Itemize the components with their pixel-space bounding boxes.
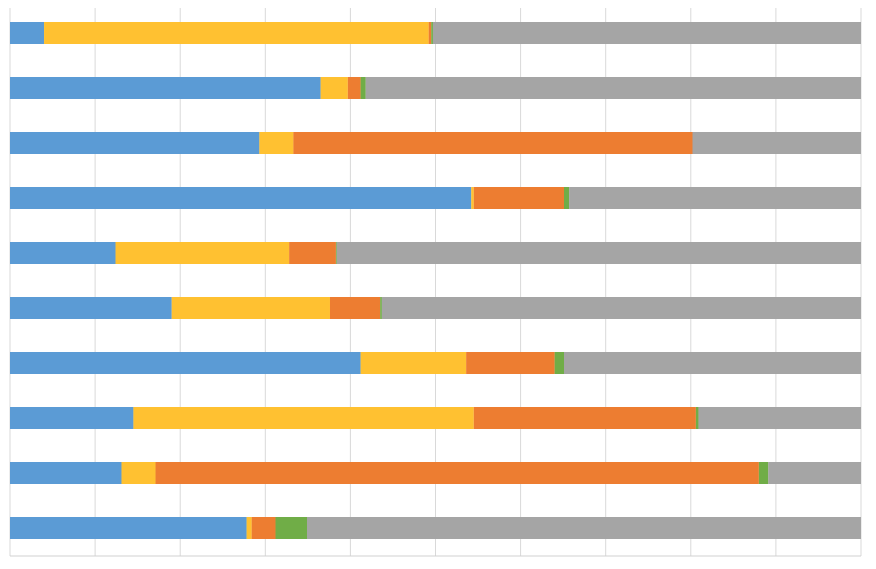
- bar-segment-row-7-series-3: [466, 352, 555, 374]
- bar-segment-row-10-series-3: [251, 517, 276, 539]
- bar-segment-row-9-series-4: [758, 462, 769, 484]
- bar-segment-row-3-series-3: [293, 132, 693, 154]
- bar-segment-row-10-series-2: [246, 517, 252, 539]
- bar-segment-row-1-series-2: [44, 22, 429, 44]
- bar-segment-row-6-series-3: [329, 297, 381, 319]
- bar-segment-row-7-series-5: [564, 352, 861, 374]
- bar-segment-row-2-series-5: [365, 77, 861, 99]
- bar-segment-row-4-series-4: [564, 187, 570, 209]
- bar-segment-row-3-series-5: [692, 132, 861, 154]
- bar-segment-row-1-series-4: [431, 22, 433, 44]
- bar-segment-row-8-series-5: [698, 407, 861, 429]
- bar-segment-row-9-series-3: [155, 462, 759, 484]
- bar-segment-row-8-series-2: [133, 407, 474, 429]
- bar-segment-row-5-series-2: [115, 242, 290, 264]
- bar-segment-row-2-series-3: [347, 77, 361, 99]
- bar-segment-row-7-series-2: [360, 352, 467, 374]
- bar-segment-row-4-series-2: [471, 187, 474, 209]
- bar-segment-row-8-series-4: [695, 407, 699, 429]
- bar-segment-row-3-series-2: [259, 132, 294, 154]
- bar-segment-row-2-series-1: [10, 77, 321, 99]
- bar-segment-row-4-series-5: [569, 187, 861, 209]
- bar-segment-row-7-series-1: [10, 352, 361, 374]
- bar-segment-row-10-series-4: [275, 517, 307, 539]
- bar-segment-row-8-series-3: [473, 407, 696, 429]
- bar-segment-row-6-series-4: [380, 297, 382, 319]
- bar-segment-row-9-series-5: [768, 462, 861, 484]
- bar-segment-row-5-series-4: [335, 242, 337, 264]
- bar-segment-row-1-series-3: [428, 22, 432, 44]
- bar-segment-row-10-series-5: [306, 517, 861, 539]
- bar-segment-row-8-series-1: [10, 407, 134, 429]
- bar-segment-row-9-series-2: [121, 462, 156, 484]
- bar-segment-row-10-series-1: [10, 517, 247, 539]
- bar-segment-row-6-series-5: [381, 297, 861, 319]
- bar-segment-row-4-series-3: [473, 187, 565, 209]
- bar-segment-row-2-series-4: [360, 77, 366, 99]
- bar-segment-row-5-series-3: [289, 242, 336, 264]
- bar-segment-row-9-series-1: [10, 462, 122, 484]
- bar-segment-row-1-series-5: [432, 22, 861, 44]
- bar-segment-row-3-series-1: [10, 132, 260, 154]
- bar-segment-row-1-series-1: [10, 22, 45, 44]
- bar-segment-row-6-series-1: [10, 297, 172, 319]
- bar-segment-row-4-series-1: [10, 187, 472, 209]
- bar-segment-row-5-series-5: [336, 242, 861, 264]
- bar-segment-row-7-series-4: [554, 352, 565, 374]
- bar-segment-row-6-series-2: [171, 297, 330, 319]
- bar-segment-row-2-series-2: [320, 77, 348, 99]
- chart-bars: [10, 22, 861, 539]
- bar-segment-row-5-series-1: [10, 242, 116, 264]
